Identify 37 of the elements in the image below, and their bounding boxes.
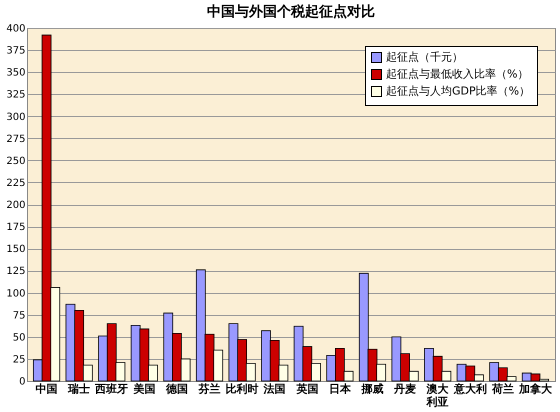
y-tick-label: 75	[12, 310, 26, 322]
x-tick-label: 荷兰	[490, 382, 514, 396]
x-tick-label: 中国	[36, 382, 58, 396]
y-tick-label: 175	[6, 222, 26, 234]
x-tick-label: 丹麦	[393, 382, 416, 396]
y-tick-label: 100	[6, 288, 26, 300]
y-tick-label: 0	[19, 376, 26, 388]
x-tick-label: 英国	[295, 382, 318, 396]
x-tick-label: 挪威	[360, 382, 384, 396]
x-tick-label: 法国	[262, 382, 286, 396]
y-tick-label: 275	[6, 134, 26, 145]
y-tick-label: 325	[6, 90, 26, 101]
legend-label: 起征点（千元）	[386, 50, 463, 64]
x-tick-label: 日本	[328, 382, 352, 396]
x-tick-label: 比利时	[226, 382, 259, 396]
x-tick-label: 芬兰	[198, 382, 221, 396]
x-tick-label: 意大利	[452, 382, 487, 396]
y-tick-label: 25	[12, 354, 26, 366]
x-tick-label: 德国	[164, 382, 188, 396]
y-tick-label: 125	[6, 266, 26, 278]
x-tick-label: 美国	[132, 382, 156, 396]
y-tick-label: 400	[6, 24, 26, 34]
x-tick-label: 瑞士	[67, 382, 90, 396]
x-tick-label: 西班牙	[94, 382, 128, 396]
legend-label: 起征点与最低收入比率（%）	[386, 68, 528, 80]
y-tick-label: 50	[12, 332, 26, 344]
y-tick-label: 225	[6, 178, 26, 189]
x-tick-label: 加拿大	[518, 382, 553, 396]
x-tick-label: 澳大利亚	[426, 382, 450, 408]
y-tick-label: 375	[6, 46, 26, 57]
chart-title: 中国与外国个税起征点对比	[207, 3, 375, 20]
y-tick-label: 250	[6, 156, 26, 167]
y-tick-label: 350	[6, 68, 26, 79]
y-tick-label: 300	[6, 112, 26, 123]
legend-label: 起征点与人均GDP比率（%）	[386, 84, 530, 98]
y-tick-label: 200	[6, 200, 26, 211]
y-tick-label: 150	[6, 244, 26, 256]
